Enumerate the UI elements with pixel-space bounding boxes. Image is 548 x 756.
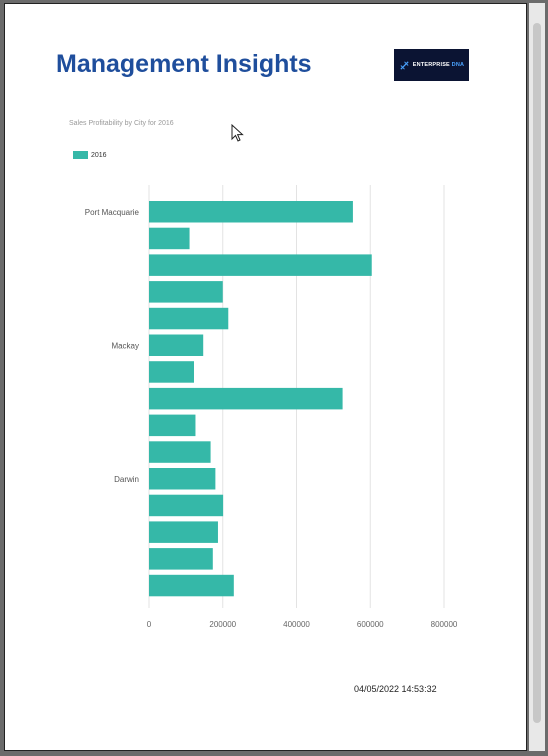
x-tick-label-3: 600000: [357, 620, 384, 629]
legend-swatch-2016: [73, 151, 88, 159]
x-tick-label-0: 0: [147, 620, 152, 629]
scrollbar-thumb[interactable]: [533, 23, 541, 723]
chart-title: Sales Profitability by City for 2016: [69, 120, 174, 127]
x-tick-label-2: 400000: [283, 620, 310, 629]
report-page: [4, 3, 527, 751]
bar-12[interactable]: [149, 521, 218, 543]
bar-13[interactable]: [149, 548, 213, 570]
bar-11[interactable]: [149, 494, 224, 517]
category-label-2: Darwin: [114, 475, 139, 484]
bar-10[interactable]: [149, 468, 216, 490]
category-label-1: Mackay: [111, 341, 139, 350]
mouse-cursor-icon: [231, 124, 244, 142]
bar-8[interactable]: [149, 414, 196, 437]
bar-0[interactable]: [149, 201, 353, 223]
dna-icon: [400, 60, 409, 70]
chart-legend[interactable]: 2016: [73, 151, 107, 159]
bar-4[interactable]: [149, 307, 229, 330]
bar-9[interactable]: [149, 441, 211, 463]
category-label-0: Port Macquarie: [85, 208, 140, 217]
bar-7[interactable]: [149, 387, 343, 410]
legend-label-2016: 2016: [91, 151, 107, 159]
vertical-scrollbar[interactable]: [529, 3, 545, 751]
report-title: Management Insights: [56, 50, 312, 78]
bar-2[interactable]: [149, 254, 372, 276]
bar-14[interactable]: [149, 574, 234, 597]
report-timestamp: 04/05/2022 14:53:32: [354, 684, 437, 694]
bar-6[interactable]: [149, 361, 194, 383]
bar-1[interactable]: [149, 227, 190, 250]
enterprise-dna-logo: ENTERPRISE DNA: [394, 49, 469, 81]
logo-text: ENTERPRISE DNA: [412, 62, 465, 68]
x-tick-label-4: 800000: [431, 620, 458, 629]
bar-5[interactable]: [149, 334, 204, 357]
x-tick-label-1: 200000: [209, 620, 236, 629]
bar-3[interactable]: [149, 281, 223, 303]
